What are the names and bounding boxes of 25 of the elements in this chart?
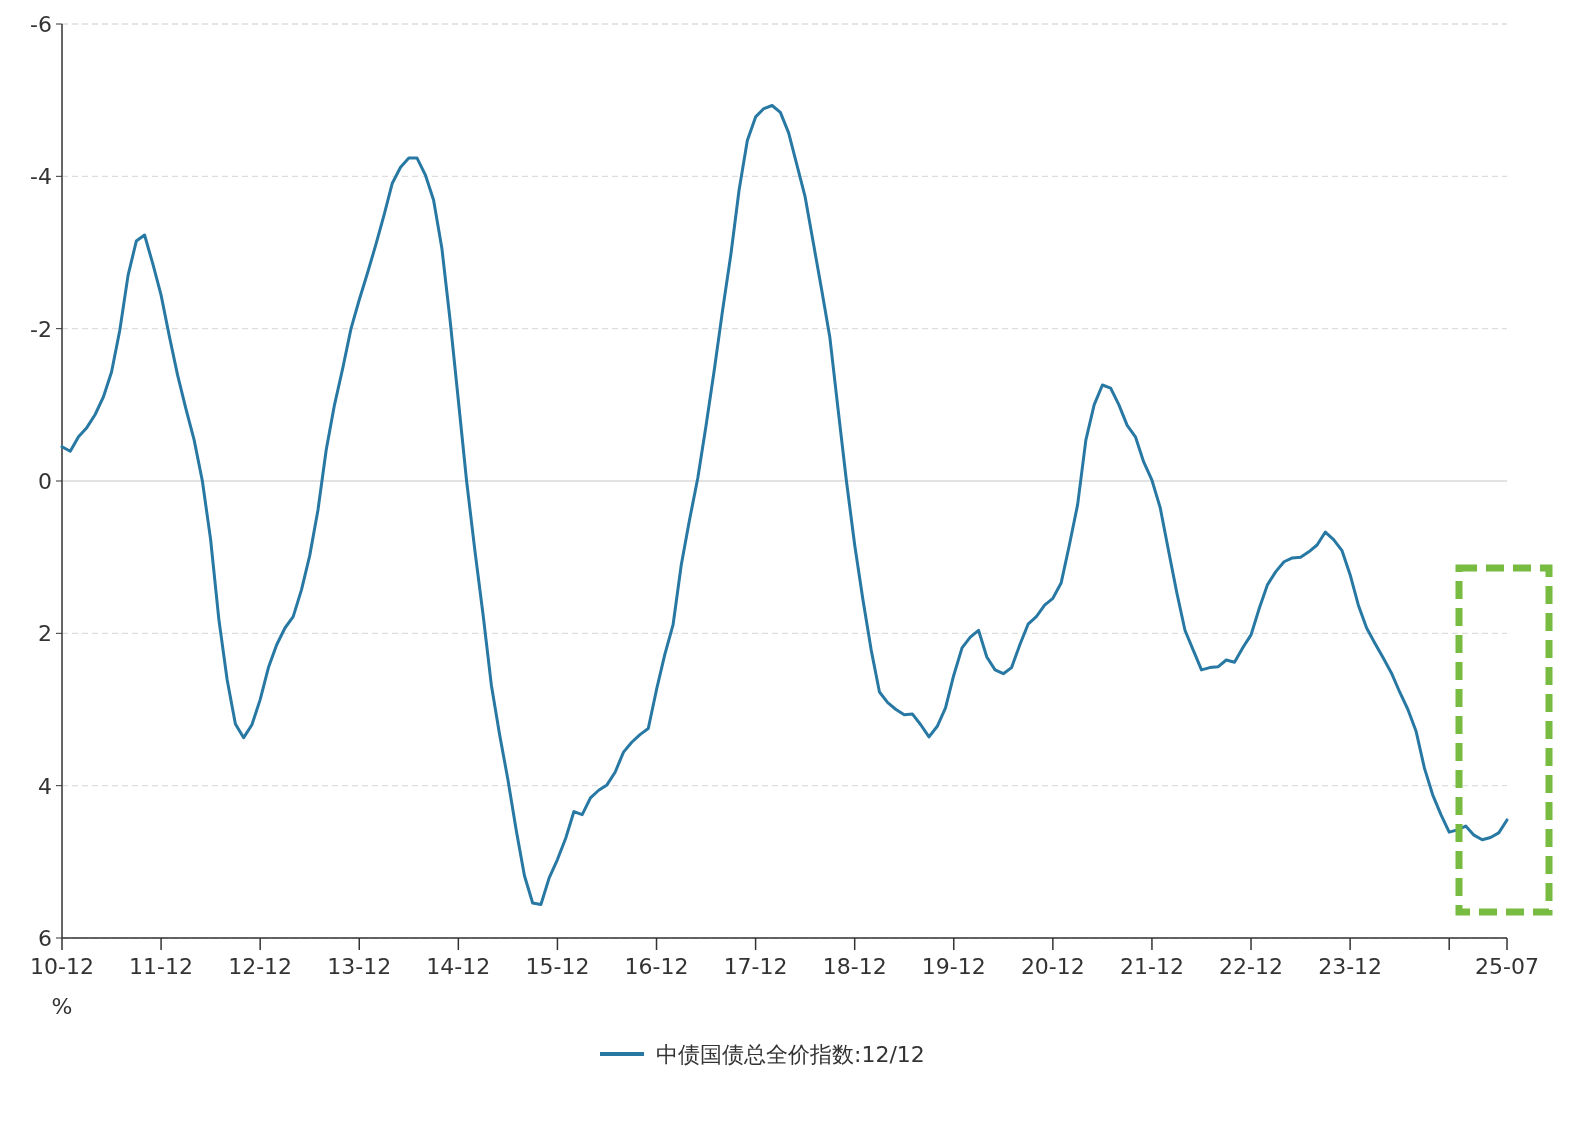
x-tick-label: 16-12	[624, 954, 689, 979]
y-tick-label: 2	[38, 621, 52, 647]
x-tick-label: 12-12	[228, 954, 293, 979]
x-tick-label: 14-12	[426, 954, 491, 979]
x-tick-label: 18-12	[822, 954, 887, 979]
y-tick-label: -6	[30, 12, 52, 37]
line-series	[60, 104, 1509, 906]
x-tick-label: 10-12	[30, 954, 94, 979]
x-tick-label: 11-12	[129, 954, 194, 979]
x-tick-label: 20-12	[1020, 954, 1085, 979]
y-tick-label: -4	[30, 164, 52, 190]
x-tick-label: 21-12	[1119, 954, 1184, 979]
legend-label: 中债国债总全价指数:12/12	[656, 1042, 925, 1067]
y-tick-label: 0	[38, 469, 52, 494]
text: %	[51, 994, 73, 1019]
x-tick-label: 17-12	[723, 954, 788, 979]
x-tick-label: 15-12	[525, 954, 590, 979]
x-tick-label: 13-12	[327, 954, 392, 979]
y-tick-label: 4	[38, 773, 52, 799]
x-tick-label: 19-12	[921, 954, 986, 979]
x-tick-label: 23-12	[1318, 954, 1383, 979]
x-tick-label: 25-07	[1475, 954, 1539, 979]
x-tick-label: 22-12	[1219, 954, 1283, 979]
y-tick-label: -2	[30, 316, 52, 342]
y-tick-label: 6	[38, 926, 52, 951]
